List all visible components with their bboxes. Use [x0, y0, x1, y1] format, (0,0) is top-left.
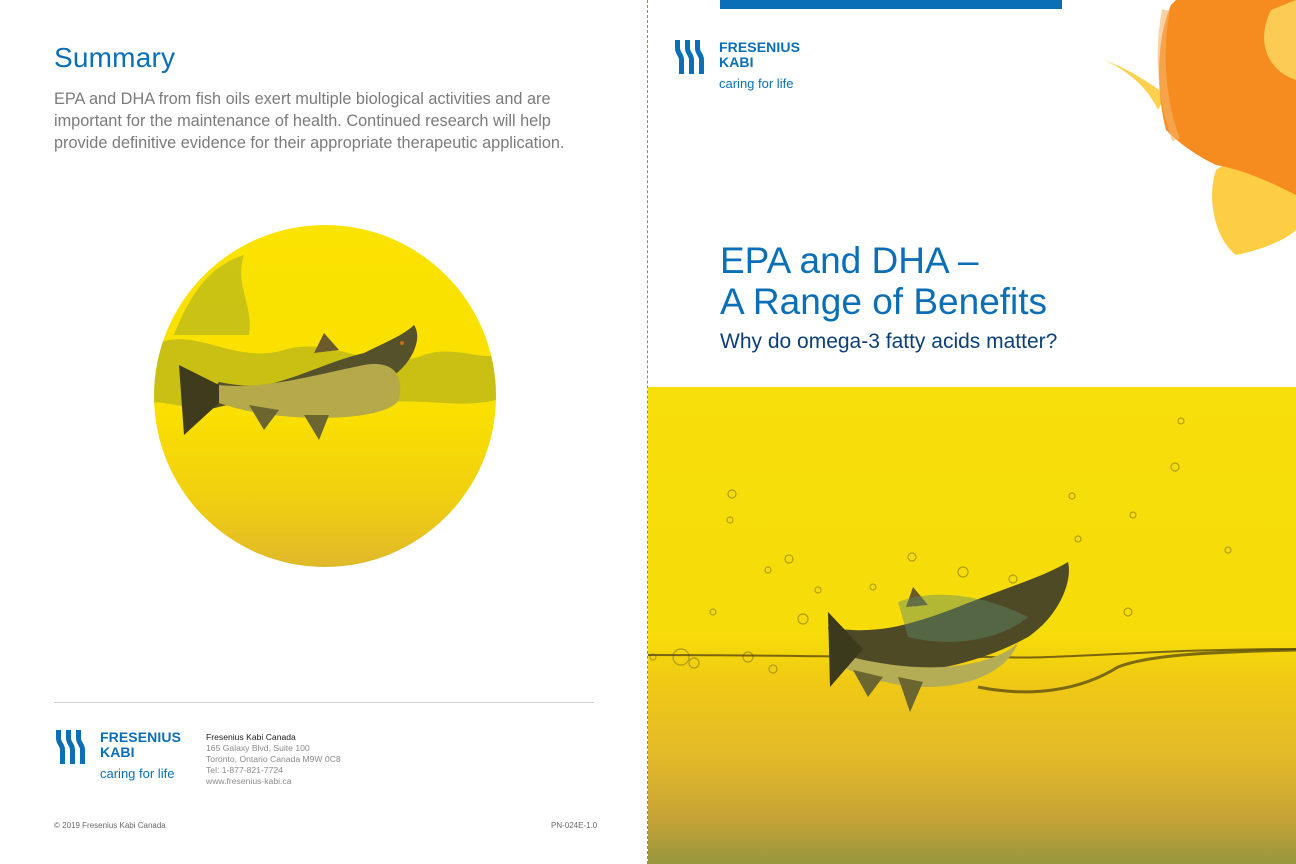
- cover-title-line2: A Range of Benefits: [720, 281, 1048, 322]
- brand-accent-bar: [720, 0, 1062, 9]
- fresenius-kabi-logo: FRESENIUS KABI caring for life: [54, 730, 181, 781]
- cover-title: EPA and DHA – A Range of Benefits: [720, 240, 1047, 322]
- fresenius-wave-icon: [675, 40, 704, 74]
- front-cover-page: FRESENIUS KABI caring for life EPA and D…: [648, 0, 1296, 864]
- salmon-icon: [154, 255, 496, 440]
- fresenius-wave-icon: [56, 730, 85, 764]
- logo-name-line2: KABI: [719, 54, 754, 70]
- logo-tagline: caring for life: [719, 76, 794, 91]
- summary-heading: Summary: [54, 42, 176, 73]
- paint-brush-stroke-icon: [1104, 0, 1296, 255]
- address-website-link[interactable]: www.fresenius-kabi.ca: [206, 776, 292, 786]
- cover-subtitle: Why do omega-3 fatty acids matter?: [720, 330, 1058, 353]
- logo-name-line2: KABI: [100, 744, 135, 760]
- page-fold-line: [647, 0, 648, 864]
- address-street: 165 Galaxy Blvd, Suite 100: [206, 743, 310, 753]
- logo-name-line1: FRESENIUS: [100, 729, 182, 745]
- address-company: Fresenius Kabi Canada: [206, 732, 296, 742]
- logo-name-line1: FRESENIUS: [719, 39, 801, 55]
- cover-title-line1: EPA and DHA –: [720, 240, 979, 281]
- address-phone: Tel: 1-877-821-7724: [206, 765, 283, 775]
- fresenius-kabi-logo: FRESENIUS KABI caring for life: [673, 40, 800, 91]
- copyright-notice: © 2019 Fresenius Kabi Canada: [54, 821, 166, 830]
- company-address: Fresenius Kabi Canada 165 Galaxy Blvd, S…: [206, 732, 341, 787]
- salmon-circle-photo: [154, 225, 496, 567]
- summary-paragraph: EPA and DHA from fish oils exert multipl…: [54, 90, 565, 152]
- footer-divider: [54, 702, 594, 703]
- product-code: PN-024E-1.0: [551, 821, 598, 830]
- back-cover-page: Summary EPA and DHA from fish oils exert…: [0, 0, 647, 864]
- salmon-icon: [648, 417, 1296, 712]
- salmon-hero-photo: [648, 387, 1296, 864]
- logo-tagline: caring for life: [100, 766, 175, 781]
- address-city: Toronto, Ontario Canada M9W 0C8: [206, 754, 341, 764]
